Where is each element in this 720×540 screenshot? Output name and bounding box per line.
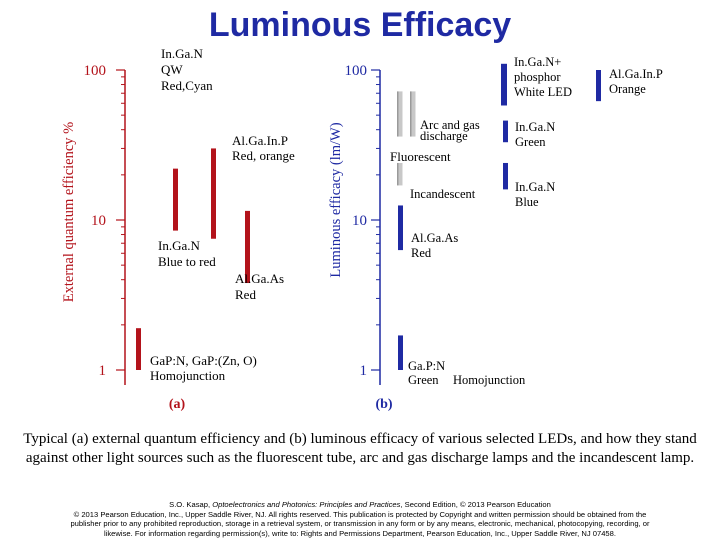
panel-a-tick-label: 10 <box>91 213 106 229</box>
panel-b-bar-label: phosphor <box>514 70 561 84</box>
credit-line-4: likewise. For information regarding perm… <box>104 528 616 538</box>
panel-b-bar-label: Incandescent <box>410 187 476 201</box>
panel-a-tick-label: 100 <box>84 63 107 79</box>
figure-caption: Typical (a) external quantum efficiency … <box>23 431 697 466</box>
panel-b-source-bar <box>397 91 399 137</box>
credit-author: S.O. Kasap, <box>169 500 213 509</box>
panel-b-tick-label: 1 <box>360 363 368 379</box>
panel-b-bar <box>501 63 507 106</box>
panel-b-chart: 1 10 100 Luminous efficacy (lm/W) (b) In.Ga.N… <box>328 55 663 412</box>
panel-a-letter: (a) <box>169 397 186 412</box>
panel-b-bar <box>596 70 601 102</box>
panel-b-bar <box>503 120 508 143</box>
panel-b-bar-label: Ga.P:N <box>408 359 445 373</box>
credit-book-title: Optoelectronics and Photonics: Principle… <box>212 500 401 509</box>
efficiency-figure: 1 10 100 External quantum efficiency % (a) In… <box>61 46 663 412</box>
panel-b-y-axis-label: Luminous efficacy (lm/W) <box>328 122 344 277</box>
panel-b-bar-label: Green <box>408 373 439 387</box>
panel-b-bar-label: In.Ga.N+ <box>514 55 561 69</box>
panel-a-bar-label: In.Ga.N <box>161 46 203 61</box>
copyright-credit: S.O. Kasap, Optoelectronics and Photonic… <box>14 500 706 538</box>
panel-b-tick-label: 100 <box>345 63 368 79</box>
panel-a-bar-label: In.Ga.N <box>158 238 200 253</box>
panel-a-bar-label: QW <box>161 62 183 77</box>
panel-a-bar <box>136 328 141 370</box>
panel-a-bar-label: Red, orange <box>232 148 295 163</box>
panel-b-bar <box>503 162 508 190</box>
panel-b-bar-label: White LED <box>514 85 572 99</box>
panel-a-bar <box>173 168 178 231</box>
panel-b-bar-label: In.Ga.N <box>515 120 555 134</box>
panel-a-bar <box>245 210 250 284</box>
panel-b-bar-label: Green <box>515 135 546 149</box>
panel-b-source-bar <box>397 162 399 186</box>
panel-b-bar <box>398 205 403 251</box>
panel-a-bar-label: Homojunction <box>150 368 226 383</box>
credit-line-3: publisher prior to any prohibited reprod… <box>70 519 650 529</box>
panel-a-bar-label: Red,Cyan <box>161 78 213 93</box>
panel-a-bar-label: Blue to red <box>158 254 216 269</box>
panel-b-bar-label: Arc and gas <box>420 118 480 132</box>
panel-a-bar <box>211 148 216 239</box>
panel-a-bar-label: GaP:N, GaP:(Zn, O) <box>150 353 257 368</box>
credit-edition: , Second Edition, © 2013 Pearson Educati… <box>400 500 551 509</box>
panel-b-bar-label: discharge <box>420 129 468 143</box>
panel-b-bar <box>398 335 403 370</box>
panel-b-bar-label: Orange <box>609 82 646 96</box>
panel-b-letter: (b) <box>375 397 392 412</box>
panel-b-bar-label: Red <box>411 246 432 260</box>
panel-b-bar-label: Fluorescent <box>390 149 451 164</box>
panel-b-source-bar-fill <box>398 91 403 137</box>
panel-b-bar-label: Blue <box>515 195 539 209</box>
panel-b-bar-label: In.Ga.N <box>515 180 555 194</box>
panel-a-y-axis-label: External quantum efficiency % <box>61 122 77 303</box>
panel-a-bar-label: Al.Ga.In.P <box>232 133 288 148</box>
panel-b-tick-label: 10 <box>352 213 367 229</box>
panel-a-bar-label: Red <box>235 287 256 302</box>
panel-a-tick-label: 1 <box>99 363 107 379</box>
panel-b-bar-label: Al.Ga.In.P <box>609 67 663 81</box>
panel-b-bar-label: Homojunction <box>453 373 526 387</box>
panel-b-source-bar-fill <box>398 162 403 186</box>
panel-b-source-bar-fill <box>411 91 416 137</box>
panel-a-bar-label: Al.Ga.As <box>235 271 284 286</box>
panel-b-bar-label: Al.Ga.As <box>411 231 458 245</box>
page-title: Luminous Efficacy <box>208 6 512 44</box>
panel-a-chart: 1 10 100 External quantum efficiency % (a) In… <box>61 46 295 412</box>
panel-b-source-bar <box>410 91 412 137</box>
credit-line-2: © 2013 Pearson Education, Inc., Upper Sa… <box>73 509 647 519</box>
